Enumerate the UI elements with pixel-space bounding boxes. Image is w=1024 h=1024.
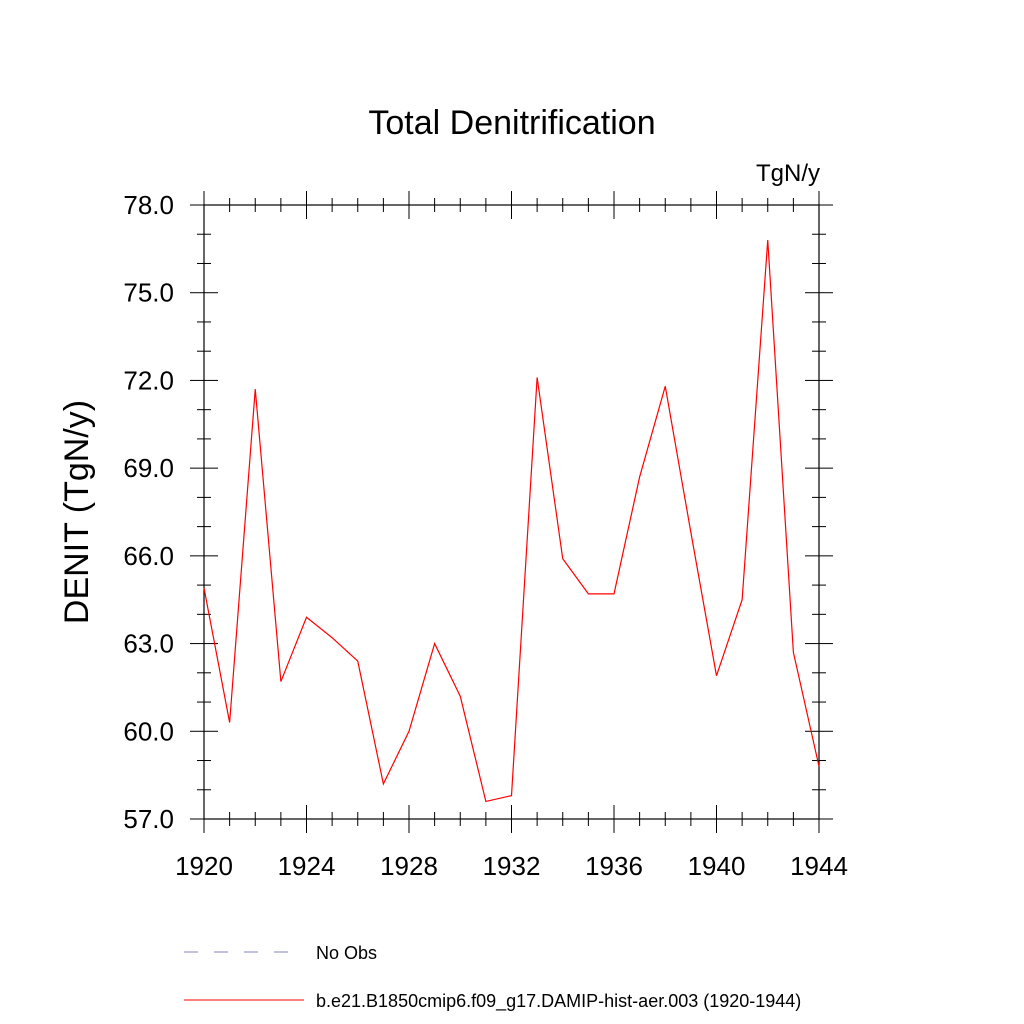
x-tick-label: 1924 [278, 851, 336, 881]
legend-label-model-run: b.e21.B1850cmip6.f09_g17.DAMIP-hist-aer.… [316, 991, 801, 1012]
y-tick-label: 69.0 [123, 453, 174, 483]
legend-label-no-obs: No Obs [316, 943, 377, 963]
legend: No Obs b.e21.B1850cmip6.f09_g17.DAMIP-hi… [184, 943, 801, 1012]
axis-tick-labels: 1920 1924 1928 1932 1936 1940 1944 57.0 60.0 63.0… [123, 190, 848, 881]
series-lines [203, 240, 820, 803]
x-tick-label: 1928 [380, 851, 438, 881]
series-line-0 [203, 240, 820, 803]
x-tick-label: 1944 [790, 851, 848, 881]
y-axis-label: DENIT (TgN/y) [58, 400, 96, 624]
y-tick-label: 63.0 [123, 629, 174, 659]
axis-ticks [190, 191, 833, 833]
y-tick-label: 57.0 [123, 804, 174, 834]
y-tick-label: 78.0 [123, 190, 174, 220]
x-tick-label: 1932 [483, 851, 541, 881]
x-tick-label: 1936 [585, 851, 643, 881]
x-tick-label: 1920 [175, 851, 233, 881]
y-tick-label: 72.0 [123, 365, 174, 395]
chart-title: Total Denitrification [368, 104, 655, 142]
y-tick-label: 66.0 [123, 541, 174, 571]
plot-frame [203, 204, 820, 820]
x-tick-label: 1940 [688, 851, 746, 881]
y-tick-label: 60.0 [123, 716, 174, 746]
units-label: TgN/y [756, 160, 820, 187]
y-tick-label: 75.0 [123, 278, 174, 308]
